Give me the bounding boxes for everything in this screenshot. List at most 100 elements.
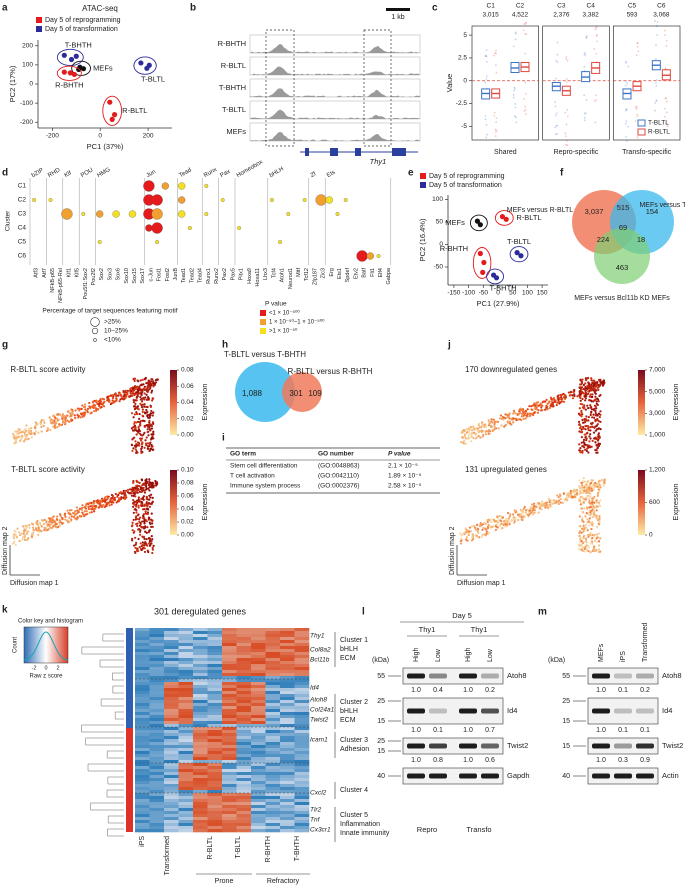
band [429, 773, 447, 779]
dendrogram [85, 737, 124, 746]
outlier [514, 106, 517, 109]
band [459, 708, 477, 714]
cell [66, 509, 69, 512]
heat-cell [294, 766, 310, 770]
outlier [524, 52, 527, 55]
cell [587, 427, 590, 430]
coverage [250, 66, 420, 75]
heat-cell [135, 688, 150, 692]
cell [598, 504, 602, 507]
cell [598, 517, 601, 520]
cell [134, 402, 137, 405]
cell [13, 540, 16, 543]
heat-cell [178, 769, 194, 773]
motif-dot [343, 198, 348, 202]
cell [588, 521, 591, 524]
cell [142, 514, 145, 517]
cell [504, 517, 508, 520]
cell [37, 526, 40, 529]
heat-cell [178, 796, 194, 800]
outlier [484, 81, 487, 84]
heat-cell [178, 724, 194, 728]
cell [484, 430, 487, 433]
cell [149, 383, 153, 387]
gene-label: Thy1 [310, 633, 325, 640]
cell [531, 404, 535, 407]
cell [569, 390, 572, 394]
cell [142, 387, 146, 390]
cell [106, 497, 109, 500]
heat-cell [251, 796, 266, 800]
heat-cell [236, 679, 252, 683]
outlier [486, 133, 489, 136]
outlier [584, 54, 587, 57]
heat-cell [164, 760, 179, 764]
cell [594, 385, 597, 388]
cell [19, 533, 22, 537]
cell [61, 417, 64, 420]
cell [66, 419, 69, 422]
cell [102, 401, 105, 405]
point [518, 253, 524, 259]
heat-cell [265, 799, 281, 803]
heat-cell [178, 778, 194, 782]
outlier [595, 99, 598, 101]
heat-cell [135, 715, 150, 719]
heat-cell [207, 730, 223, 734]
heat-cell [251, 757, 266, 761]
motif-dot [187, 226, 192, 230]
y-tick-label: 5 [463, 32, 467, 39]
heat-cell [207, 697, 223, 701]
heat-cell [236, 718, 252, 722]
cluster-label: C5 [628, 3, 637, 10]
cell [86, 409, 89, 412]
heat-cell [222, 730, 237, 734]
cell [506, 522, 509, 525]
family-label: Pax [219, 169, 231, 179]
heat-cell [265, 658, 281, 662]
cell [81, 504, 84, 507]
cell [489, 518, 492, 521]
cell [150, 437, 153, 440]
cell [130, 539, 134, 542]
cell [26, 530, 29, 533]
heat-cell [265, 736, 281, 740]
legend-title: Percentage of target sequences featuring… [42, 308, 177, 315]
heat-cell [236, 805, 252, 809]
cell [591, 439, 594, 442]
cluster-count: 2,376 [553, 12, 570, 19]
cell [12, 533, 16, 536]
cell [463, 435, 466, 438]
heat-cell [222, 814, 237, 818]
cell [22, 532, 25, 535]
heat-cell [135, 709, 150, 713]
heat-cell [280, 703, 295, 707]
cell [556, 494, 559, 497]
group-strip [126, 628, 133, 728]
heat-cell [251, 820, 266, 824]
heat-cell [236, 706, 252, 710]
cell [503, 525, 507, 528]
cell [518, 418, 522, 421]
heat-cell [251, 634, 266, 638]
cell [487, 432, 490, 435]
track-label: R-BHTH [218, 39, 246, 48]
outlier [625, 108, 628, 111]
cell [578, 407, 581, 410]
cell [141, 398, 144, 401]
marker-label: 25 [562, 698, 570, 705]
heat-cell [164, 739, 179, 743]
heat-cell [164, 631, 179, 635]
heat-cell [178, 775, 194, 779]
row-label: C1 [18, 183, 27, 190]
heat-cell [251, 751, 266, 755]
cell [132, 491, 135, 495]
outlier [554, 105, 557, 108]
cell [573, 394, 576, 398]
heat-cell [280, 808, 295, 812]
outlier [524, 22, 527, 25]
heat-cell [222, 655, 237, 659]
heat-cell [294, 634, 310, 638]
heat-cell [135, 751, 150, 755]
dendrogram [87, 763, 124, 772]
